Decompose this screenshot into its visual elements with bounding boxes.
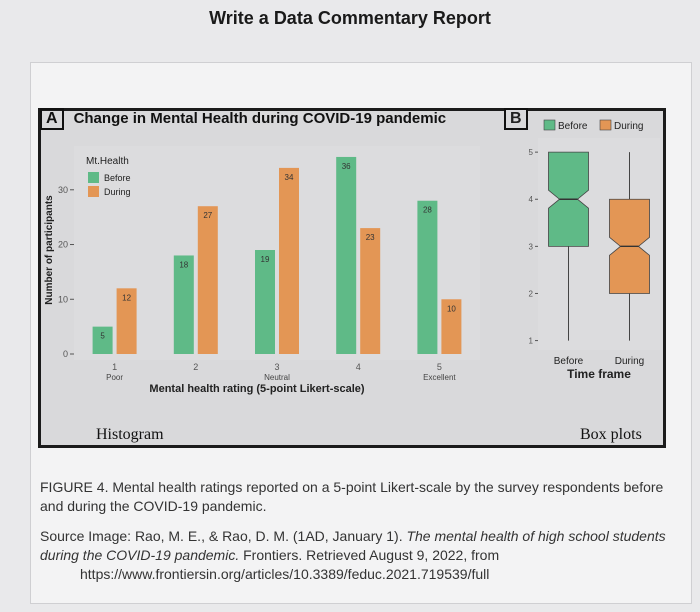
y-tick-label: 4: [529, 195, 534, 204]
histogram-title: Change in Mental Health during COVID-19 …: [73, 110, 447, 127]
bar-data-label: 34: [285, 173, 294, 182]
x-tick-sublabel: Neutral: [264, 373, 290, 382]
bar-data-label: 23: [366, 233, 375, 242]
bar-before: [336, 156, 357, 354]
bar-data-label: 10: [447, 304, 456, 313]
bar-data-label: 28: [423, 206, 432, 215]
figure-caption: FIGURE 4. Mental health ratings reported…: [40, 478, 670, 516]
x-tick-label: 3: [274, 362, 279, 372]
panel-b-letter: B: [504, 108, 528, 130]
x-tick-sublabel: Poor: [106, 373, 123, 382]
legend-label-before: Before: [558, 121, 588, 132]
source-prefix: Source Image: Rao, M. E., & Rao, D. M. (…: [40, 528, 407, 544]
histogram-plot-area: [74, 146, 480, 360]
legend-label-during: During: [614, 121, 643, 132]
bar-data-label: 12: [122, 293, 131, 302]
source-suffix: Frontiers. Retrieved August 9, 2022, fro…: [239, 547, 500, 563]
x-axis-label: Time frame: [567, 367, 631, 381]
figure-caption-label: FIGURE 4.: [40, 479, 109, 495]
x-tick-sublabel: Excellent: [423, 373, 456, 382]
y-tick-label: 2: [529, 289, 534, 298]
bar-data-label: 5: [100, 332, 105, 341]
bar-data-label: 18: [179, 260, 188, 269]
boxplot-label: Box plots: [580, 426, 642, 443]
bar-during: [279, 167, 299, 354]
bar-before: [255, 250, 275, 354]
bar-during: [360, 228, 381, 354]
y-axis-label: Number of participants: [44, 195, 55, 305]
x-axis-label: Mental health rating (5-point Likert-sca…: [149, 383, 364, 395]
legend-title: Mt.Health: [86, 156, 129, 167]
histogram-panel-title: A Change in Mental Health during COVID-19…: [40, 108, 446, 130]
bar-data-label: 27: [203, 211, 212, 220]
bar-before: [173, 255, 194, 354]
figure-caption-text: Mental health ratings reported on a 5-po…: [40, 479, 664, 514]
bar-during: [197, 206, 218, 354]
legend-swatch-before: [88, 172, 99, 183]
legend-swatch-during: [88, 186, 99, 197]
panel-a-letter: A: [40, 108, 64, 130]
source-citation: Source Image: Rao, M. E., & Rao, D. M. (…: [40, 527, 670, 584]
x-tick-label: During: [615, 356, 644, 367]
x-tick-label: 2: [193, 362, 198, 372]
y-tick-label: 30: [58, 185, 68, 195]
x-tick-label: 1: [112, 362, 117, 372]
y-tick-label: 0: [63, 349, 68, 359]
y-tick-label: 3: [529, 242, 534, 251]
bar-data-label: 19: [261, 255, 270, 264]
legend-label-during: During: [104, 187, 131, 197]
bar-during: [116, 288, 137, 354]
x-tick-label: 5: [437, 362, 442, 372]
source-url: https://www.frontiersin.org/articles/10.…: [80, 566, 490, 582]
bar-before: [92, 326, 113, 354]
y-tick-label: 5: [529, 148, 534, 157]
page-title: Write a Data Commentary Report: [209, 8, 491, 28]
x-tick-label: 4: [356, 362, 361, 372]
x-tick-label: Before: [554, 356, 584, 367]
bar-during: [441, 299, 462, 354]
histogram-label: Histogram: [96, 426, 164, 443]
bar-before: [417, 200, 438, 354]
source-title: The mental health of high school student…: [40, 528, 666, 563]
legend-label-before: Before: [104, 173, 131, 183]
legend-swatch-during: [599, 119, 612, 131]
bar-data-label: 36: [342, 162, 351, 171]
y-tick-label: 20: [58, 240, 68, 250]
y-tick-label: 10: [58, 294, 68, 304]
y-tick-label: 1: [529, 337, 534, 346]
legend-swatch-before: [543, 119, 556, 131]
